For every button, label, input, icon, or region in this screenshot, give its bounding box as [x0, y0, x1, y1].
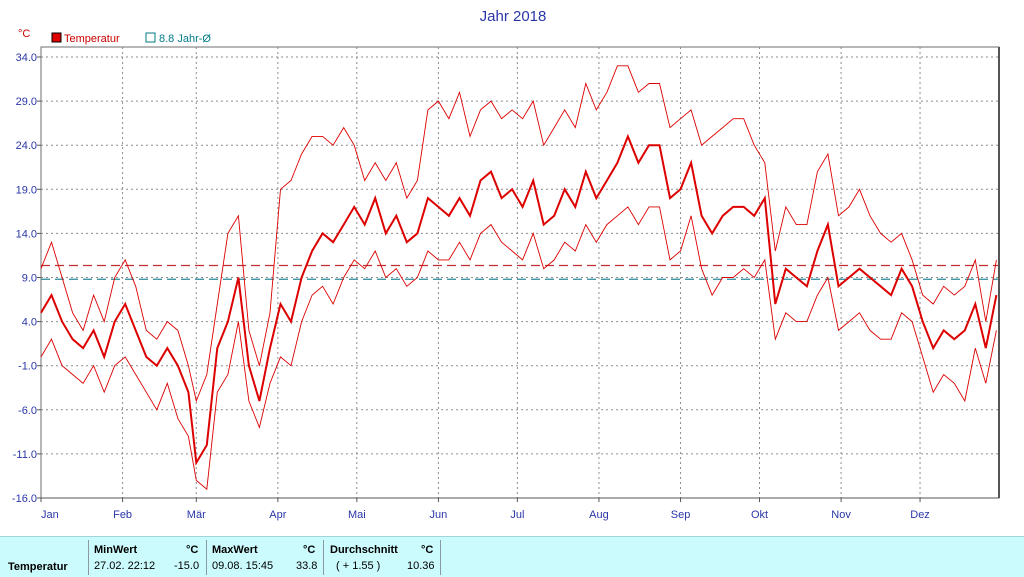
max-header: MaxWert: [212, 544, 258, 556]
x-tick-label: Okt: [751, 509, 768, 521]
series-min-line: [40, 206, 997, 491]
legend-label-temperatur: Temperatur: [64, 33, 120, 45]
reference-lines: [41, 264, 999, 280]
stats-separator: [206, 540, 207, 575]
y-tick-label: 9.0: [22, 273, 37, 285]
max-unit: °C: [303, 544, 316, 556]
x-tick-label: Mär: [187, 509, 206, 521]
stats-separator: [323, 540, 324, 575]
legend-label-jahr-mean: 8.8 Jahr-Ø: [159, 33, 211, 45]
x-tick-label: Jul: [510, 509, 524, 521]
stats-row-label-cell: Temperatur: [0, 537, 88, 577]
x-tick-label: Feb: [113, 509, 132, 521]
x-tick-label: Apr: [269, 509, 286, 521]
y-axis-ticks: 34.0 29.0 24.0 19.0 14.0 9.0 4.0 -1.0 -6.0 -11.0 -…: [12, 52, 41, 505]
x-tick-label: Jan: [41, 509, 59, 521]
y-tick-label: 19.0: [16, 184, 37, 196]
plot-area: [40, 46, 1000, 499]
y-tick-label: -16.0: [12, 493, 37, 505]
avg-value: 10.36: [407, 560, 435, 572]
x-tick-label: Dez: [910, 509, 930, 521]
avg-header: Durchschnitt: [330, 544, 398, 556]
avg-cell: Durchschnitt °C ( + 1.55 ) 10.36: [324, 537, 440, 577]
avg-delta: ( + 1.55 ): [336, 560, 381, 572]
min-datetime: 27.02. 22:12: [94, 560, 156, 572]
avg-unit: °C: [421, 544, 434, 556]
y-tick-label: 34.0: [16, 52, 37, 64]
y-unit-label: °C: [18, 28, 30, 40]
y-tick-label: -1.0: [18, 361, 37, 373]
y-tick-label: 24.0: [16, 140, 37, 152]
series-max-line: [40, 65, 997, 403]
y-tick-label: 14.0: [16, 228, 37, 240]
legend-swatch-jahr-mean: [145, 32, 156, 43]
series-mean-line: [40, 133, 998, 466]
x-tick-label: Mai: [348, 509, 366, 521]
gridlines: [41, 47, 999, 498]
x-tick-label: Sep: [671, 509, 691, 521]
max-value: 33.8: [296, 560, 318, 572]
max-datetime: 09.08. 15:45: [212, 560, 274, 572]
max-cell: MaxWert °C 09.08. 15:45 33.8: [207, 537, 323, 577]
x-tick-label: Aug: [589, 509, 609, 521]
stats-separator: [88, 540, 89, 575]
chart-title: Jahr 2018: [480, 8, 547, 25]
y-tick-label: 4.0: [22, 317, 37, 329]
x-tick-label: Nov: [831, 509, 851, 521]
min-value: -15.0: [174, 560, 200, 572]
stats-row-label: Temperatur: [8, 561, 68, 573]
x-axis-ticks: Jan Feb Mär Apr Mai Jun Jul Aug Sep Okt Nov Dez: [40, 498, 930, 521]
min-header: MinWert: [94, 544, 138, 556]
min-unit: °C: [186, 544, 199, 556]
y-tick-label: 29.0: [16, 96, 37, 108]
legend: Temperatur 8.8 Jahr-Ø: [51, 32, 211, 45]
stats-separator: [440, 540, 441, 575]
min-cell: MinWert °C 27.02. 22:12 -15.0: [89, 537, 205, 577]
y-tick-label: -11.0: [13, 449, 37, 461]
temperature-chart: Jahr 2018 °C Temperatur 8.8 Jahr-Ø 34.0 2…: [12, 8, 1000, 521]
x-tick-label: Jun: [430, 509, 448, 521]
y-tick-label: -6.0: [18, 405, 37, 417]
statistics-bar: Temperatur MinWert °C 27.02. 22:12 -15.0…: [0, 536, 1024, 577]
legend-swatch-temperatur: [51, 32, 62, 43]
data-series: [40, 65, 998, 491]
